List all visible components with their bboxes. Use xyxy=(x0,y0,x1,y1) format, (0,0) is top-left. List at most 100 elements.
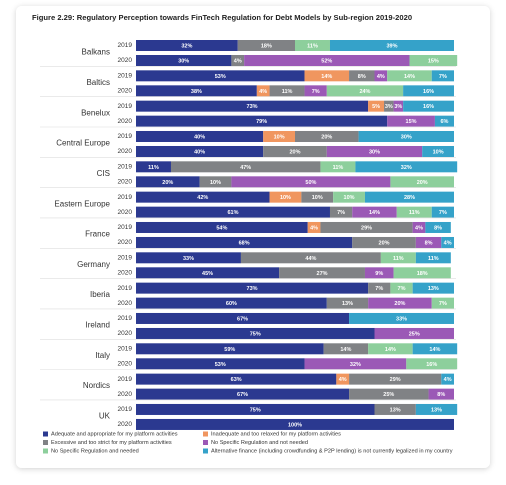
bar-segment xyxy=(415,236,442,248)
value-label: 50% xyxy=(305,180,316,186)
value-label: 7% xyxy=(398,286,406,292)
year-label: 2020 xyxy=(118,270,133,277)
bar-segment xyxy=(393,267,451,279)
value-label: 73% xyxy=(247,286,258,292)
value-label: 67% xyxy=(237,392,248,398)
bar-segment xyxy=(380,252,416,264)
bar-segment xyxy=(136,373,337,385)
value-label: 11% xyxy=(148,165,159,171)
value-label: 32% xyxy=(401,165,412,171)
value-label: 7% xyxy=(439,210,447,216)
value-label: 54% xyxy=(216,225,227,231)
year-label: 2019 xyxy=(118,315,133,322)
value-label: 14% xyxy=(429,347,440,353)
value-label: 79% xyxy=(256,119,267,125)
bar-segment xyxy=(263,130,295,142)
bar-segment xyxy=(240,252,381,264)
bar-segment xyxy=(326,85,404,97)
bar-segment xyxy=(349,70,375,82)
bar-segment xyxy=(352,236,416,248)
year-label: 2019 xyxy=(118,406,133,413)
value-label: 29% xyxy=(390,377,401,383)
value-label: 7% xyxy=(439,74,447,80)
bar-segment xyxy=(403,85,454,97)
bar-segment xyxy=(431,70,454,82)
value-label: 7% xyxy=(375,286,383,292)
bar-segment xyxy=(393,100,404,112)
value-label: 20% xyxy=(379,240,390,246)
bar-segment xyxy=(374,403,416,415)
bar-segment xyxy=(136,191,270,203)
legend-label: No Specific Regulation and not needed xyxy=(211,440,308,446)
year-label: 2019 xyxy=(118,164,133,171)
bar-segment xyxy=(320,161,356,173)
value-label: 29% xyxy=(361,225,372,231)
year-label: 2020 xyxy=(118,57,133,64)
bar-segment xyxy=(403,100,454,112)
year-label: 2020 xyxy=(118,421,133,428)
bar-segment xyxy=(136,312,350,324)
bar-segment xyxy=(349,373,442,385)
bar-segment xyxy=(136,418,454,430)
bar-segment xyxy=(301,191,334,203)
bar-segment xyxy=(415,252,451,264)
value-label: 3% xyxy=(385,104,393,110)
bar-segment xyxy=(349,312,454,324)
bar-segment xyxy=(136,115,388,127)
value-label: 20% xyxy=(321,134,332,140)
bar-segment xyxy=(304,70,350,82)
bar-segment xyxy=(136,100,369,112)
bar-segment xyxy=(333,191,365,203)
value-label: 14% xyxy=(404,74,415,80)
year-label: 2019 xyxy=(118,224,133,231)
value-label: 5% xyxy=(372,104,380,110)
value-label: 75% xyxy=(250,331,261,337)
bar-segment xyxy=(368,282,391,294)
value-label: 30% xyxy=(369,149,380,155)
value-label: 28% xyxy=(404,195,415,201)
bar-segment xyxy=(136,403,375,415)
value-label: 3% xyxy=(394,104,402,110)
region-label: Ireland xyxy=(86,321,110,330)
bar-segment xyxy=(352,206,397,218)
bar-segment xyxy=(295,130,359,142)
bar-segment xyxy=(329,40,454,51)
year-label: 2019 xyxy=(118,73,133,80)
bar-segment xyxy=(406,358,458,370)
year-label: 2020 xyxy=(118,209,133,216)
year-label: 2020 xyxy=(118,148,133,155)
value-label: 68% xyxy=(239,240,250,246)
bar-segment xyxy=(279,267,365,279)
bar-segment xyxy=(390,282,413,294)
value-label: 40% xyxy=(194,149,205,155)
year-label: 2019 xyxy=(118,255,133,262)
value-label: 27% xyxy=(317,271,328,277)
value-label: 73% xyxy=(247,104,258,110)
legend-swatch xyxy=(203,440,208,445)
legend-swatch xyxy=(203,431,208,437)
bar-segment xyxy=(415,403,458,415)
bar-segment xyxy=(431,206,454,218)
bar-segment xyxy=(136,236,353,248)
value-label: 10% xyxy=(280,195,291,201)
bar-segment xyxy=(256,85,270,97)
year-label: 2020 xyxy=(118,179,133,186)
year-label: 2019 xyxy=(118,103,133,110)
value-label: 45% xyxy=(202,271,213,277)
bar-segment xyxy=(231,176,391,188)
value-label: 4% xyxy=(444,240,452,246)
year-label: 2020 xyxy=(118,361,133,368)
region-label: Germany xyxy=(77,260,110,269)
value-label: 11% xyxy=(428,256,439,262)
region-label: Balkans xyxy=(82,48,110,57)
year-label: 2019 xyxy=(118,194,133,201)
bar-segment xyxy=(387,115,435,127)
bar-segment xyxy=(136,252,241,264)
legend-swatch xyxy=(43,448,48,454)
value-label: 10% xyxy=(274,134,285,140)
value-label: 8% xyxy=(437,392,445,398)
value-label: 11% xyxy=(307,43,318,49)
year-label: 2020 xyxy=(118,300,133,307)
value-label: 9% xyxy=(375,271,383,277)
value-label: 16% xyxy=(426,362,437,368)
